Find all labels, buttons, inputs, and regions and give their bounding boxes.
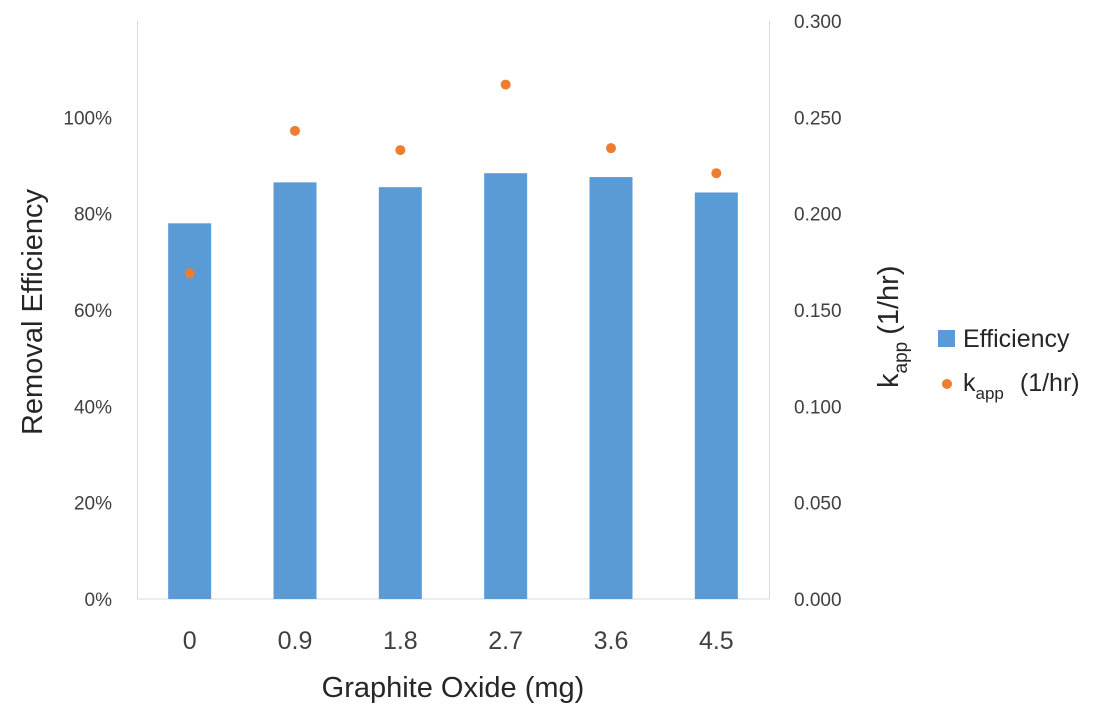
- right-tick-label: 0.300: [794, 12, 842, 33]
- point-kapp-4: [606, 143, 616, 154]
- x-axis-ticks: 0 0.9 1.8 2.7 3.6 4.5: [183, 627, 734, 655]
- left-tick-label: 80%: [74, 205, 112, 226]
- bar-efficiency-2: [378, 187, 422, 600]
- bar-series: [168, 173, 738, 600]
- left-tick-label: 0%: [85, 590, 113, 611]
- legend-label-kapp-unit: (1/hr): [1020, 369, 1080, 397]
- left-tick-label: 40%: [74, 397, 112, 418]
- right-tick-label: 0.100: [794, 397, 842, 418]
- plot-area: [137, 21, 770, 600]
- bar-efficiency-1: [273, 182, 317, 599]
- bar-efficiency-0: [168, 223, 212, 600]
- legend-label-kapp-subscript: app: [976, 384, 1004, 403]
- left-tick-label: 100%: [63, 108, 112, 129]
- x-tick-label: 0.9: [278, 627, 313, 655]
- legend-label-efficiency: Efficiency: [963, 325, 1070, 353]
- x-tick-label: 3.6: [594, 627, 629, 655]
- legend-swatch-efficiency: [938, 330, 955, 347]
- x-tick-label: 4.5: [699, 627, 734, 655]
- right-tick-label: 0.050: [794, 494, 842, 515]
- right-axis-title: kapp (1/hr): [873, 266, 912, 389]
- legend-swatch-kapp: [942, 379, 952, 389]
- x-tick-label: 0: [183, 627, 197, 655]
- point-kapp-3: [500, 79, 511, 90]
- right-axis-title-unit: (1/hr): [873, 266, 905, 335]
- x-tick-label: 2.7: [488, 627, 523, 655]
- left-axis-ticks: 0% 20% 40% 60% 80% 100%: [63, 108, 112, 611]
- legend: Efficiency kapp (1/hr): [938, 325, 1080, 403]
- point-kapp-1: [290, 125, 300, 136]
- left-tick-label: 20%: [74, 494, 112, 515]
- legend-label-kapp: kapp (1/hr): [963, 369, 1080, 403]
- bar-efficiency-3: [484, 173, 528, 599]
- bar-efficiency-5: [694, 192, 738, 599]
- right-tick-label: 0.200: [794, 205, 842, 226]
- x-tick-label: 1.8: [383, 627, 418, 655]
- point-kapp-5: [711, 168, 722, 179]
- right-tick-label: 0.250: [794, 108, 842, 129]
- left-tick-label: 60%: [74, 301, 112, 322]
- scatter-series: [184, 79, 722, 279]
- point-kapp-2: [395, 145, 406, 156]
- right-axis-title-subscript: app: [891, 342, 912, 374]
- left-axis-title: Removal Efficiency: [17, 188, 49, 435]
- right-axis-ticks: 0.000 0.050 0.100 0.150 0.200 0.250 0.300: [794, 12, 842, 611]
- point-kapp-0: [184, 268, 195, 279]
- right-tick-label: 0.000: [794, 590, 842, 611]
- bar-efficiency-4: [589, 177, 633, 599]
- legend-label-kapp-main: k: [963, 369, 976, 397]
- right-tick-label: 0.150: [794, 301, 842, 322]
- right-axis-title-main: k: [873, 373, 905, 388]
- x-axis-title: Graphite Oxide (mg): [322, 672, 585, 704]
